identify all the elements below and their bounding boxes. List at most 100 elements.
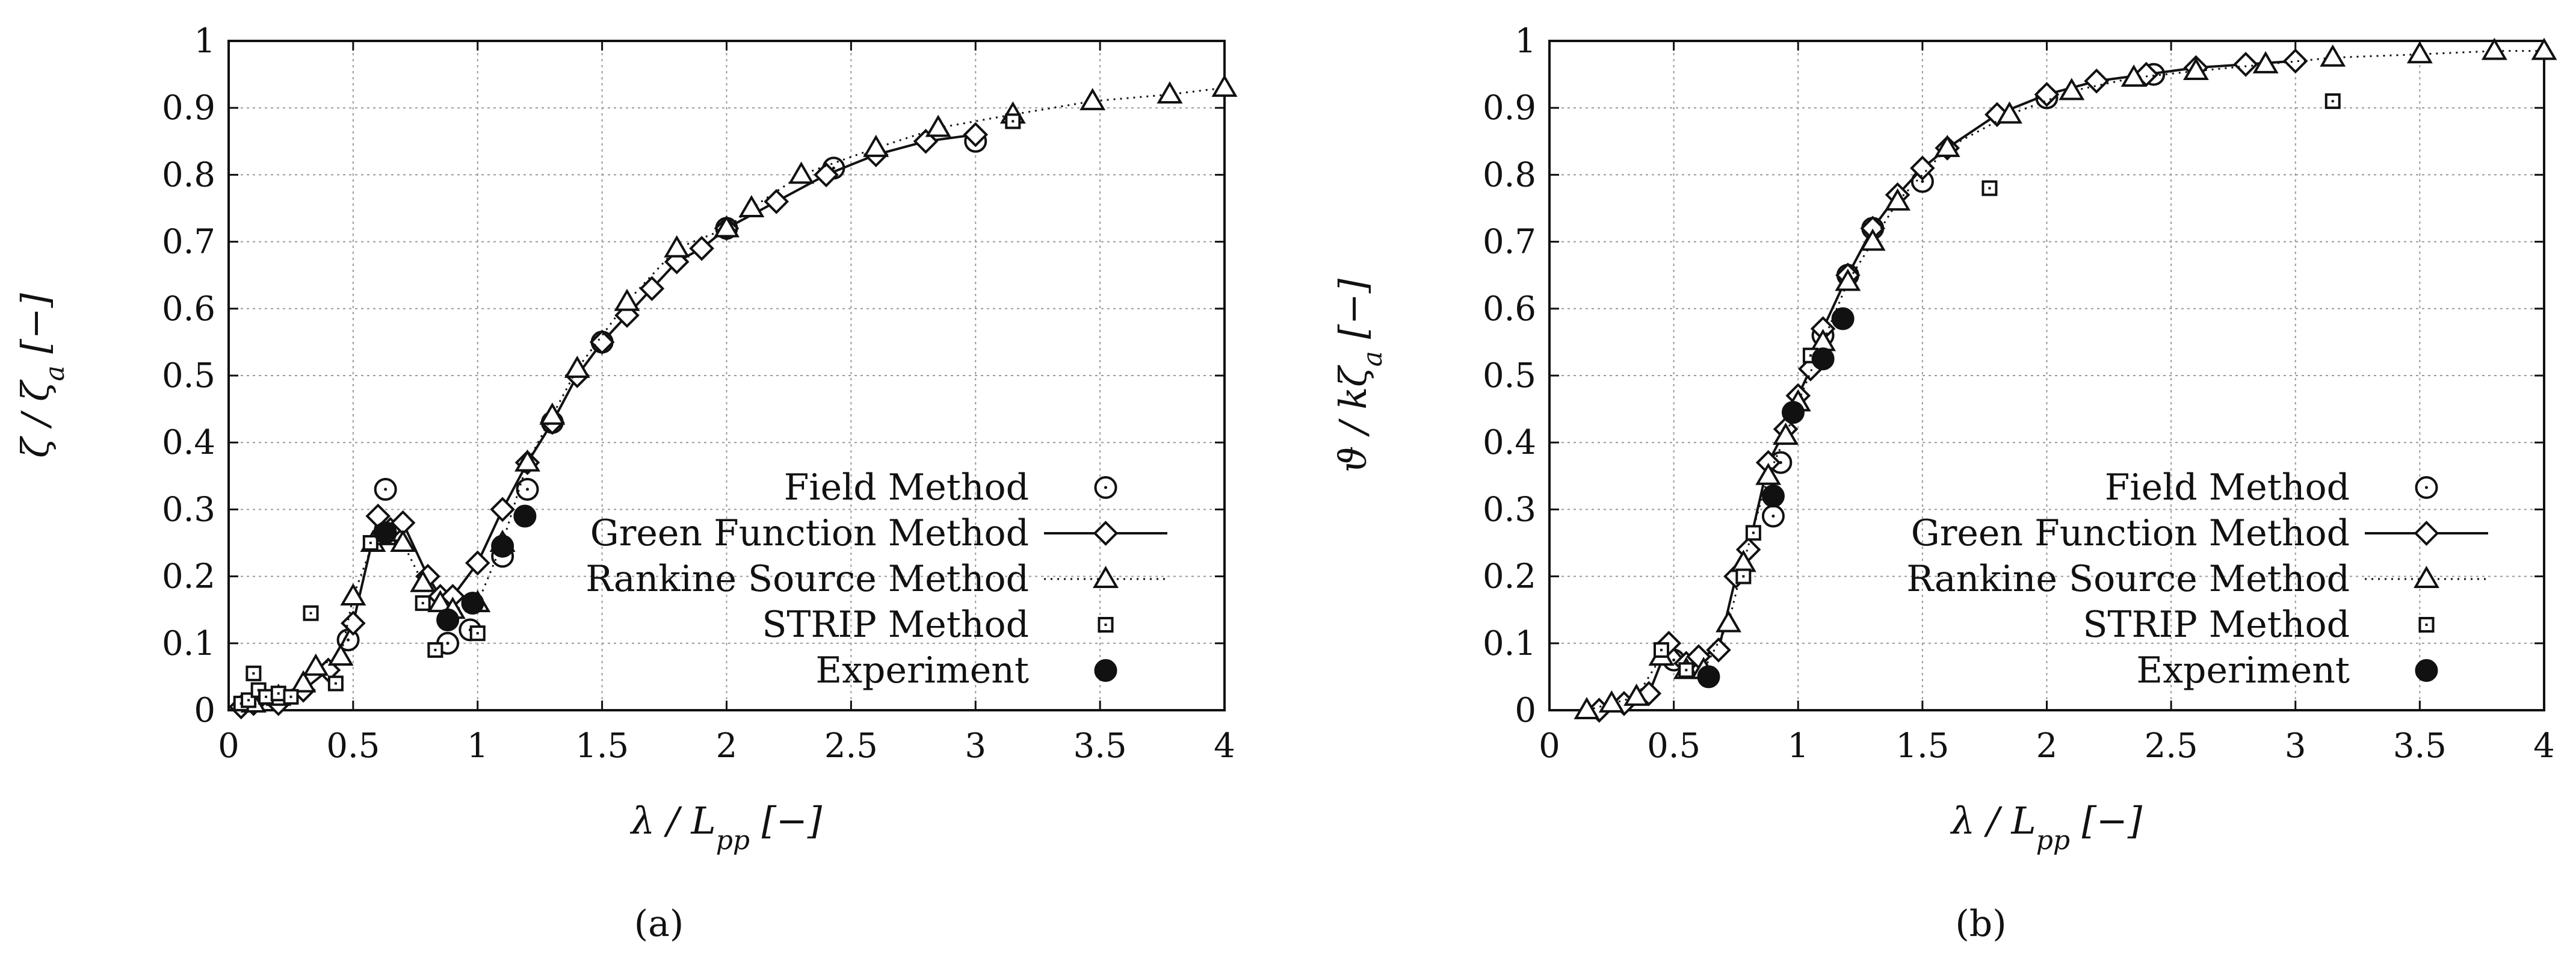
data-point: [1761, 504, 1785, 528]
data-point: [1745, 525, 1761, 541]
data-point: [283, 689, 299, 705]
data-point: [615, 290, 639, 311]
y-tick-label: 0.9: [162, 88, 215, 128]
y-axis-label: ζ / ζa [−]: [13, 293, 70, 458]
data-point: [491, 534, 514, 558]
legend-marker: [1094, 476, 1117, 499]
plot-frame: [1548, 40, 2545, 711]
data-point: [303, 605, 319, 621]
data-point: [1157, 82, 1182, 104]
y-tick-label: 0.3: [162, 490, 215, 529]
data-point: [1981, 180, 1998, 196]
data-point: [2482, 39, 2507, 60]
x-tick-label: 3: [2285, 726, 2306, 766]
data-point: [2084, 69, 2109, 93]
x-tick-label: 2.5: [824, 726, 878, 766]
data-point: [2532, 39, 2556, 60]
y-tick-label: 0.2: [162, 557, 215, 596]
x-tick-label: 4: [2533, 726, 2555, 766]
legend-marker: [1093, 521, 1118, 545]
data-point: [1697, 665, 1720, 689]
data-point: [739, 196, 764, 217]
x-tick-label: 1.5: [575, 726, 629, 766]
data-point: [1707, 637, 1731, 662]
y-tick-label: 0: [1515, 691, 1536, 730]
grid: [228, 40, 1225, 711]
legend-label: STRIP Method: [2083, 604, 2350, 646]
data-point: [490, 497, 515, 522]
y-tick-label: 0.6: [162, 290, 215, 329]
x-tick-label: 3: [965, 726, 986, 766]
data-point: [863, 135, 888, 157]
legend-marker: [2414, 521, 2439, 545]
y-tick-label: 0.6: [1483, 290, 1536, 329]
y-tick-label: 0.1: [162, 624, 215, 663]
data-point: [1080, 89, 1105, 111]
legend-label: STRIP Method: [762, 604, 1029, 646]
legend-marker: [2414, 567, 2439, 588]
y-axis-label: ϑ / kζa [−]: [1331, 278, 1388, 472]
data-point: [1811, 347, 1835, 371]
x-tick-label: 0: [218, 726, 239, 766]
data-point: [246, 665, 262, 681]
y-tick-label: 0.7: [162, 223, 215, 262]
plot-frame: [227, 40, 1226, 711]
legend-label: Experiment: [2136, 649, 2350, 692]
data-point: [2324, 93, 2341, 110]
data-point: [764, 189, 789, 214]
y-tick-label: 0.5: [162, 356, 215, 395]
x-tick-label: 4: [1214, 726, 1235, 766]
data-point: [461, 592, 484, 615]
data-point: [436, 608, 460, 631]
series-line: [253, 87, 1225, 705]
data-point: [1735, 568, 1752, 584]
y-tick-label: 0.8: [162, 155, 215, 194]
x-axis-label: λ / Lpp [−]: [1950, 799, 2143, 856]
series-rankine-source-method: [1574, 39, 2556, 719]
y-tick-label: 0.7: [1483, 223, 1536, 262]
legend-label: Field Method: [784, 466, 1029, 509]
legend-marker: [1098, 617, 1114, 633]
y-tick-label: 0.3: [1483, 490, 1536, 529]
data-point: [1761, 485, 1785, 508]
legend-marker: [2418, 617, 2435, 633]
data-point: [415, 595, 431, 612]
data-point: [2408, 42, 2432, 64]
data-point: [374, 478, 397, 501]
y-tick-label: 0.5: [1483, 356, 1536, 395]
data-point: [1678, 662, 1694, 678]
data-point: [327, 675, 344, 692]
legend-label: Rankine Source Method: [1906, 558, 2350, 600]
legend-marker: [2415, 476, 2438, 499]
panel-label-b: (b): [1955, 903, 2006, 945]
data-point: [513, 504, 537, 528]
grid: [1549, 40, 2545, 711]
legend-marker: [1094, 659, 1117, 682]
data-point: [1005, 113, 1021, 129]
data-point: [926, 116, 951, 137]
series-line: [1586, 50, 2544, 711]
x-tick-label: 1.5: [1895, 726, 1949, 766]
data-point: [2234, 52, 2258, 76]
y-tick-label: 0.4: [162, 423, 215, 462]
y-tick-label: 0.8: [1483, 155, 1536, 194]
y-tick-label: 1: [194, 22, 215, 61]
y-tick-label: 1: [1515, 22, 1536, 61]
x-tick-label: 0: [1539, 726, 1560, 766]
data-point: [465, 551, 490, 575]
legend-label: Green Function Method: [590, 512, 1029, 554]
y-tick-label: 0.4: [1483, 423, 1536, 462]
x-tick-label: 2: [2036, 726, 2058, 766]
data-point: [1212, 75, 1237, 97]
data-point: [2320, 45, 2345, 67]
data-point: [1716, 611, 1741, 633]
x-axis-label: λ / Lpp [−]: [629, 799, 823, 856]
data-point: [1831, 307, 1855, 330]
data-point: [427, 642, 443, 658]
y-tick-label: 0.1: [1483, 624, 1536, 663]
x-tick-label: 2.5: [2145, 726, 2198, 766]
legend-marker: [2415, 659, 2438, 682]
legend-marker: [1093, 567, 1118, 588]
